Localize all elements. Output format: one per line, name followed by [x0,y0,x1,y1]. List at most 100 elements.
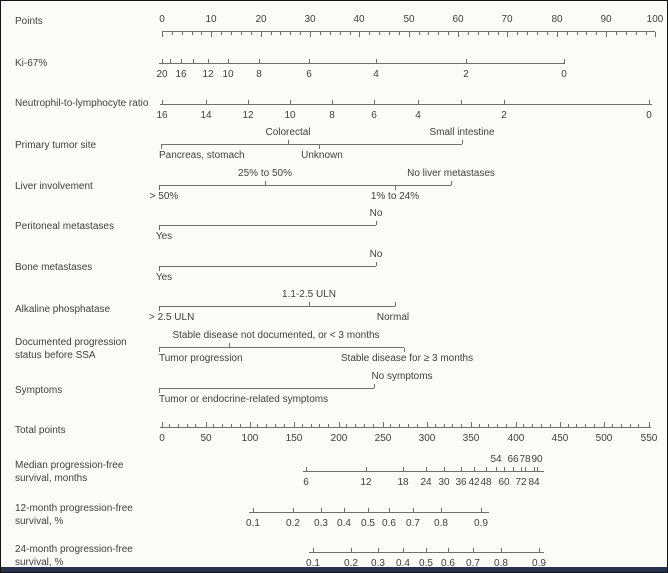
axis-tick [586,32,587,35]
axis-tick-label: 25% to 50% [238,168,292,179]
axis-line [159,185,451,186]
axis-tick [275,424,276,427]
axis-tick [182,32,183,35]
axis-tick [379,32,380,35]
axis-tick-label: 0.1 [246,518,260,529]
axis-line [249,512,489,513]
axis-tick [187,424,188,427]
axis-tick [229,343,230,347]
axis-tick [568,424,569,427]
axis-tick [473,548,474,552]
axis-tick [537,32,538,35]
axis-tick [481,508,482,512]
axis-tick-label: 0.3 [314,518,328,529]
axis-tick [630,424,631,427]
axis-tick [364,424,365,427]
axis-tick [288,140,289,144]
axis-tick-label: 0.2 [286,518,300,529]
axis-tick [403,548,404,552]
axis-tick-label: 350 [462,433,480,444]
axis-tick [506,424,507,427]
axis-tick [328,424,329,427]
axis-tick-label: 8 [256,69,262,80]
axis-tick-label: 66 [507,454,519,465]
axis-tick [404,348,405,352]
axis-tick-label: 0.7 [406,518,420,529]
axis-tick [319,145,320,149]
axis-tick [250,422,251,427]
axis-tick [302,424,303,427]
axis-tick [427,422,428,427]
axis-tick [474,467,475,471]
axis-tick-label: Pancreas, stomach [159,150,245,161]
axis-tick-label: 42 [468,477,480,488]
axis-tick [606,32,607,37]
axis-tick [294,422,295,427]
axis-line [160,427,651,428]
axis-tick [293,508,294,512]
axis-tick-label: 30 [304,14,316,25]
axis-tick-label: Colorectal [265,127,311,138]
axis-tick-label: 80 [551,14,563,25]
axis-tick [498,32,499,35]
axis-tick [192,32,193,35]
axis-tick [346,424,347,427]
row-label: Documented progression status before SSA [15,336,127,362]
axis-tick [448,32,449,35]
axis-tick [435,424,436,427]
axis-tick [306,467,307,471]
axis-tick-label: No [369,208,383,219]
axis-tick [231,32,232,35]
axis-tick-label: 0.1 [306,558,320,569]
axis-tick-label: 0.5 [361,518,375,529]
axis-tick [169,424,170,427]
axis-tick-label: 4 [373,69,379,80]
axis-line [159,63,565,64]
axis-tick [376,262,377,266]
axis-tick-label: 90 [600,14,612,25]
axis-tick-label: 10 [222,69,234,80]
axis-tick [461,100,462,104]
axis-tick [523,424,524,427]
axis-tick [309,59,310,63]
axis-tick-label: 90 [531,454,543,465]
axis-tick [395,186,396,190]
axis-tick-label: 2 [463,69,469,80]
axis-line [159,347,404,348]
axis-tick [550,424,551,427]
axis-tick [253,508,254,512]
axis-tick [251,32,252,35]
axis-tick [193,59,194,63]
axis-tick [488,32,489,35]
axis-tick [497,424,498,427]
axis-tick-label: 18 [397,477,409,488]
axis-tick [344,508,345,512]
axis-tick-label: 100 [241,433,259,444]
axis-tick-label: 6 [303,477,309,488]
axis-tick [428,32,429,35]
axis-tick [419,32,420,35]
axis-tick [516,422,517,427]
axis-tick [310,32,311,37]
axis-tick [170,59,171,63]
axis-tick [284,424,285,427]
axis-tick [159,389,160,393]
row-label: 24-month progression-free survival, % [15,543,133,569]
axis-tick-label: 250 [374,433,392,444]
axis-tick-label: 0 [159,14,165,25]
axis-tick [162,59,163,63]
axis-line [159,388,374,389]
axis-tick [507,32,508,37]
row-label-line: 12-month progression-free [15,503,133,514]
axis-tick [368,508,369,512]
row-label: Ki-67% [15,57,47,70]
axis-tick-label: 400 [507,433,525,444]
axis-tick [426,467,427,471]
axis-tick [452,424,453,427]
axis-line [159,306,395,307]
axis-tick-label: 0.6 [441,558,455,569]
axis-tick [458,32,459,37]
axis-tick-label: 0.6 [382,518,396,529]
axis-tick [390,424,391,427]
